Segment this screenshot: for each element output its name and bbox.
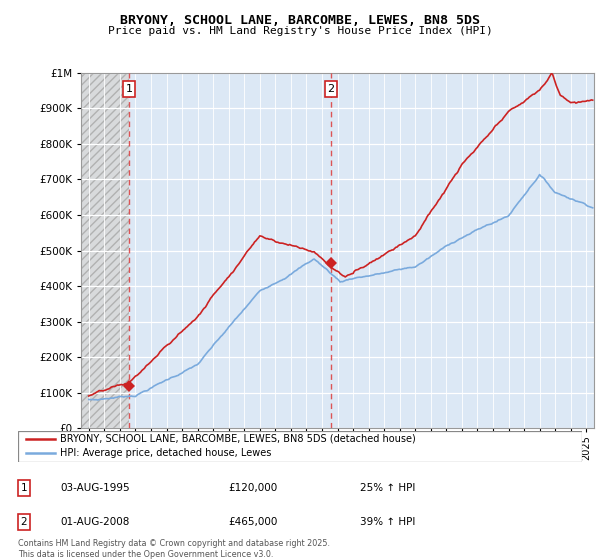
Text: £120,000: £120,000: [228, 483, 277, 493]
Text: BRYONY, SCHOOL LANE, BARCOMBE, LEWES, BN8 5DS: BRYONY, SCHOOL LANE, BARCOMBE, LEWES, BN…: [120, 14, 480, 27]
Text: 39% ↑ HPI: 39% ↑ HPI: [360, 517, 415, 527]
Text: 03-AUG-1995: 03-AUG-1995: [60, 483, 130, 493]
Text: 2: 2: [328, 84, 335, 94]
Text: Contains HM Land Registry data © Crown copyright and database right 2025.
This d: Contains HM Land Registry data © Crown c…: [18, 539, 330, 559]
Text: Price paid vs. HM Land Registry's House Price Index (HPI): Price paid vs. HM Land Registry's House …: [107, 26, 493, 36]
Text: HPI: Average price, detached house, Lewes: HPI: Average price, detached house, Lewe…: [60, 449, 272, 459]
Bar: [81, 73, 129, 428]
FancyBboxPatch shape: [18, 431, 582, 462]
Text: 01-AUG-2008: 01-AUG-2008: [60, 517, 130, 527]
Text: 2: 2: [20, 517, 28, 527]
Text: 1: 1: [20, 483, 28, 493]
Text: 1: 1: [125, 84, 133, 94]
Text: £465,000: £465,000: [228, 517, 277, 527]
Text: BRYONY, SCHOOL LANE, BARCOMBE, LEWES, BN8 5DS (detached house): BRYONY, SCHOOL LANE, BARCOMBE, LEWES, BN…: [60, 434, 416, 444]
Text: 25% ↑ HPI: 25% ↑ HPI: [360, 483, 415, 493]
